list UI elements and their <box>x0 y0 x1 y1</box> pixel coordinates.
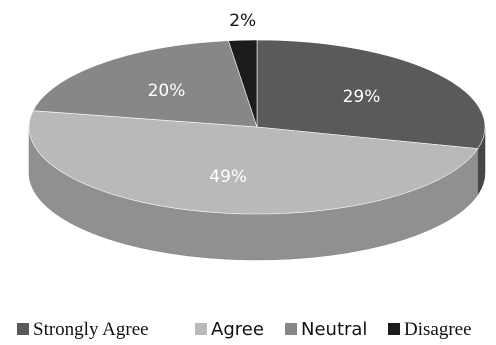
pie-slice-disagree <box>228 39 258 128</box>
legend-label-neutral: Neutral <box>301 319 367 340</box>
legend-swatch-disagree <box>388 323 400 335</box>
legend-item-agree: Agree <box>195 319 264 340</box>
pie-slice-agree <box>28 110 479 215</box>
data-label-agree: 49% <box>209 167 247 187</box>
legend-item-strongly-agree: Strongly Agree <box>17 319 149 340</box>
legend-item-disagree: Disagree <box>388 319 472 340</box>
legend-item-neutral: Neutral <box>285 319 367 340</box>
pie-slice-neutral <box>32 40 258 128</box>
legend-label-agree: Agree <box>211 319 264 340</box>
data-label-strongly-agree: 29% <box>343 87 381 107</box>
legend: Strongly Agree Agree Neutral Disagree <box>17 319 472 340</box>
legend-swatch-strongly-agree <box>17 323 29 335</box>
legend-label-strongly-agree: Strongly Agree <box>33 319 149 340</box>
legend-swatch-neutral <box>285 323 297 335</box>
pie-slice-strongly-agree <box>256 39 486 149</box>
data-label-neutral: 20% <box>148 81 186 101</box>
pie-slices <box>28 39 486 215</box>
data-label-disagree: 2% <box>229 11 256 31</box>
legend-swatch-agree <box>195 323 207 335</box>
data-labels: 29% 49% 20% 2% <box>148 11 381 187</box>
legend-label-disagree: Disagree <box>404 319 472 340</box>
